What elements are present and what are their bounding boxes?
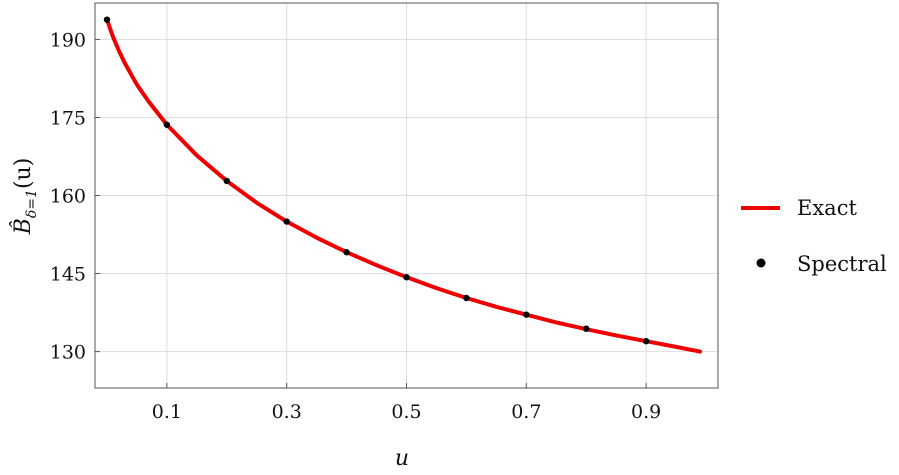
x-tick-label: 0.9 <box>631 401 661 423</box>
x-axis-ticks: 0.1 0.3 0.5 0.7 0.9 <box>152 383 661 423</box>
legend-spectral-label: Spectral <box>797 252 887 276</box>
x-tick-label: 0.5 <box>391 401 421 423</box>
series-spectral-point <box>463 294 470 302</box>
grid-lines <box>95 3 718 388</box>
x-tick-label: 0.1 <box>152 401 182 423</box>
y-axis-label-argument: (u) <box>11 158 36 189</box>
series-spectral-point <box>523 311 530 318</box>
legend-spectral-marker <box>756 258 766 268</box>
legend: Exact Spectral <box>741 196 887 276</box>
y-tick-label: 160 <box>50 186 86 208</box>
series-spectral-point <box>103 16 111 23</box>
x-tick-label: 0.7 <box>511 401 541 423</box>
y-tick-label: 130 <box>50 342 86 364</box>
y-axis-label-subscript: δ=1 <box>24 189 40 218</box>
series-spectral-point <box>403 273 410 281</box>
series-spectral-point <box>642 337 650 345</box>
y-axis-label-main: B̂ <box>10 218 36 235</box>
series-spectral-point <box>583 325 590 332</box>
y-tick-label: 145 <box>50 264 86 286</box>
svg-text:B̂δ=1(u): B̂δ=1(u) <box>10 158 40 236</box>
x-tick-label: 0.3 <box>272 401 302 423</box>
x-axis-label: u <box>395 446 409 471</box>
y-tick-label: 175 <box>50 107 86 129</box>
series-spectral-point <box>163 121 171 128</box>
series-spectral-point <box>223 177 230 185</box>
series-spectral-point <box>283 218 290 225</box>
y-axis-ticks: 130 145 160 175 190 <box>50 29 100 364</box>
y-tick-label: 190 <box>50 29 86 51</box>
series-exact-line <box>104 17 703 354</box>
series-spectral-point <box>343 249 350 256</box>
y-axis-label: B̂δ=1(u) <box>10 158 40 236</box>
series-layer <box>103 16 703 354</box>
legend-exact-label: Exact <box>797 196 857 220</box>
